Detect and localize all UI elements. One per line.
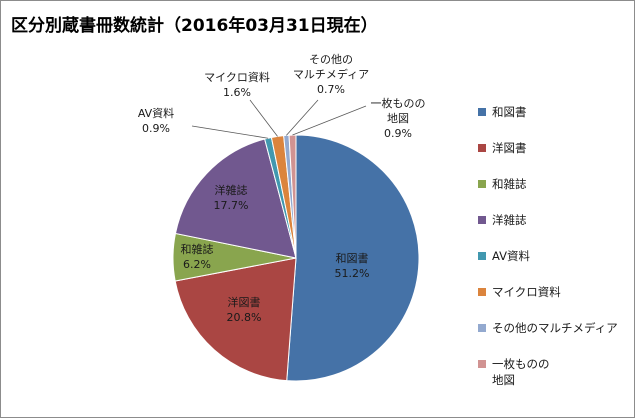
- legend-label-4: AV資料: [492, 249, 530, 263]
- legend-label-0: 和図書: [492, 105, 527, 119]
- leader-line-7: [292, 105, 367, 136]
- chart-title: 区分別蔵書冊数統計（2016年03月31日現在）: [11, 16, 378, 36]
- legend-item-0: 和図書: [478, 104, 527, 120]
- pie-slice-0: [286, 134, 420, 382]
- legend-label-7: 一枚ものの 地図: [492, 357, 550, 387]
- legend-swatch-2: [478, 180, 486, 188]
- legend-swatch-0: [478, 108, 486, 116]
- legend-swatch-7: [478, 360, 486, 368]
- leader-line-4: [191, 125, 269, 139]
- legend-label-1: 洋図書: [492, 141, 527, 155]
- legend-swatch-6: [478, 324, 486, 332]
- legend-swatch-4: [478, 252, 486, 260]
- data-label-1: 洋図書 20.8%: [227, 295, 262, 324]
- legend-swatch-1: [478, 144, 486, 152]
- legend-item-2: 和雑誌: [478, 176, 527, 192]
- data-label-5: マイクロ資料 1.6%: [204, 70, 270, 99]
- legend-item-3: 洋雑誌: [478, 212, 527, 228]
- data-label-2: 和雑誌 6.2%: [181, 242, 214, 271]
- legend-label-3: 洋雑誌: [492, 213, 527, 227]
- pie-slice-3: [174, 138, 297, 259]
- data-label-3: 洋雑誌 17.7%: [214, 183, 249, 212]
- legend-swatch-3: [478, 216, 486, 224]
- legend-item-7: 一枚ものの 地図: [478, 356, 550, 388]
- legend-label-2: 和雑誌: [492, 177, 527, 191]
- data-label-4: AV資料 0.9%: [138, 106, 174, 135]
- leader-line-6: [286, 99, 319, 136]
- data-label-0: 和図書 51.2%: [335, 251, 370, 280]
- data-label-7: 一枚ものの地図 0.9%: [371, 96, 426, 140]
- legend-swatch-5: [478, 288, 486, 296]
- data-label-6: その他のマルチメディア 0.7%: [293, 53, 369, 96]
- pie-slice-1: [174, 257, 297, 382]
- legend-item-6: その他のマルチメディア: [478, 320, 618, 336]
- leader-line-5: [249, 99, 278, 137]
- pie-slice-7: [288, 134, 297, 259]
- legend-label-5: マイクロ資料: [492, 285, 561, 299]
- legend-label-6: その他のマルチメディア: [492, 321, 618, 335]
- legend-item-4: AV資料: [478, 248, 530, 264]
- legend-item-5: マイクロ資料: [478, 284, 561, 300]
- legend-item-1: 洋図書: [478, 140, 527, 156]
